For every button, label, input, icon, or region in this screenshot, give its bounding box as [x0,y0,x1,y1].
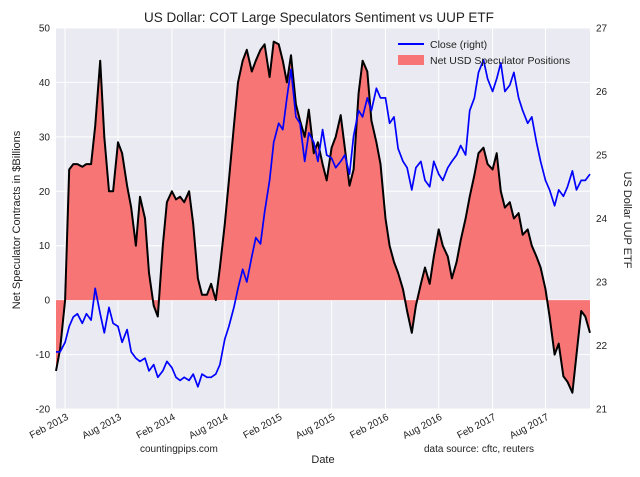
x-ticks: Feb 2013 Aug 2013 Feb 2014 Aug 2014 Feb 2015… [28,412,551,442]
legend: Close (right) Net USD Speculator Positio… [398,39,570,67]
left-y-axis-title: Net Speculator Contracts in $Billions [11,130,23,309]
x-tick-label: Aug 2013 [80,412,123,442]
left-y-tick-label: 50 [39,24,51,35]
left-y-tick-label: -10 [36,350,51,361]
left-y-ticks: -20 -10 0 10 20 30 40 50 [36,24,51,416]
right-y-tick-label: 24 [596,214,608,225]
legend-positions-label: Net USD Speculator Positions [430,55,570,67]
left-y-tick-label: 0 [44,296,50,307]
credit-left: countingpips.com [140,444,218,455]
x-tick-label: Feb 2015 [242,412,285,442]
net-usd-positions-line [55,40,591,394]
left-y-tick-label: 30 [39,132,51,143]
right-y-tick-label: 22 [596,341,608,352]
right-y-tick-label: 23 [596,278,608,289]
left-y-tick-label: 20 [39,187,51,198]
right-y-axis-title: US Dollar UUP ETF [621,172,633,269]
x-tick-label: Aug 2016 [401,412,444,442]
x-tick-label: Feb 2017 [455,412,498,442]
right-y-tick-label: 26 [596,87,608,98]
x-axis-title: Date [311,454,334,466]
left-y-tick-label: 40 [39,78,51,89]
x-tick-label: Feb 2016 [348,412,391,442]
right-y-tick-label: 21 [596,405,608,416]
x-tick-label: Feb 2014 [135,412,178,442]
credit-right: data source: cftc, reuters [424,444,534,455]
chart-title: US Dollar: COT Large Speculators Sentime… [144,10,494,25]
left-y-tick-label: 10 [39,241,51,252]
x-tick-label: Aug 2017 [508,412,551,442]
uup-close-line [56,58,591,388]
right-y-ticks: 21 22 23 24 25 26 27 [596,24,608,416]
x-tick-label: Aug 2014 [187,412,230,442]
legend-positions-swatch [398,55,424,65]
net-usd-positions-area [56,41,590,393]
x-tick-label: Feb 2013 [28,412,71,442]
left-y-tick-label: -20 [36,405,51,416]
right-y-tick-label: 27 [596,24,608,35]
x-tick-label: Aug 2015 [294,412,337,442]
legend-close-label: Close (right) [430,39,487,51]
right-y-tick-label: 25 [596,151,608,162]
